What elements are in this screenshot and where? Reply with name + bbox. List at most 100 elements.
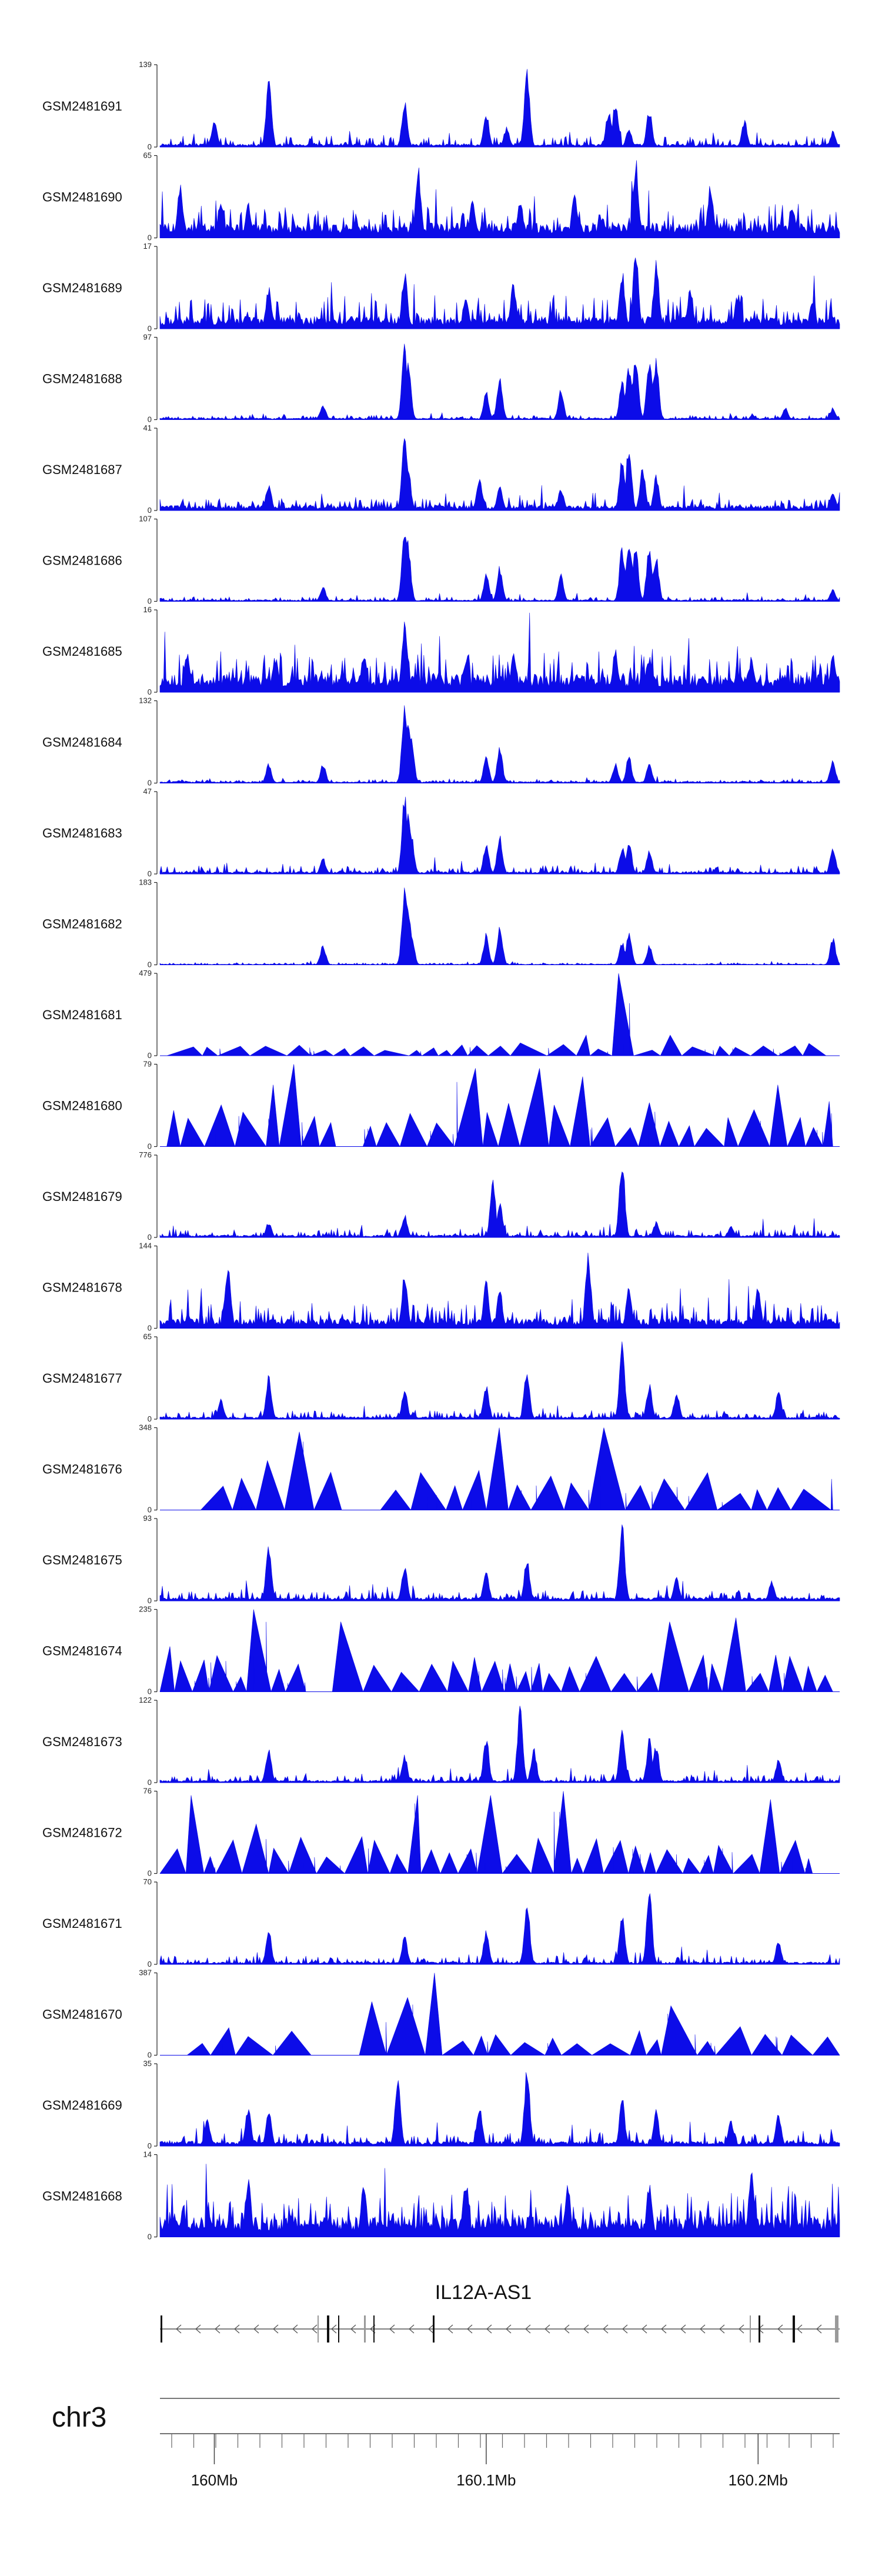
- signal-GSM2481682: [159, 887, 840, 965]
- y-tick-label-max: 16: [143, 605, 152, 614]
- strand-arrow: [777, 2324, 783, 2334]
- strand-arrow: [642, 2324, 647, 2334]
- track-GSM2481691: GSM2481691 139 0: [42, 60, 840, 151]
- y-tick-label-max: 776: [139, 1150, 152, 1159]
- y-tick-label-max: 183: [139, 878, 152, 887]
- y-tick-label-max: 41: [143, 423, 152, 432]
- track-GSM2481677: GSM2481677 65 0: [42, 1332, 840, 1423]
- y-tick-label-max: 107: [139, 515, 152, 523]
- signal-GSM2481676: [200, 1427, 833, 1510]
- strand-arrow: [506, 2324, 512, 2334]
- y-tick-label-max: 97: [143, 333, 152, 342]
- track-label: GSM2481679: [42, 1189, 122, 1204]
- gene-annotation-track: IL12A-AS1: [160, 2281, 840, 2343]
- exon: [338, 2315, 339, 2343]
- exon: [327, 2315, 329, 2343]
- y-tick-label-zero: 0: [148, 1778, 152, 1787]
- track-label: GSM2481671: [42, 1916, 122, 1931]
- exon: [433, 2315, 435, 2343]
- y-tick-label-max: 93: [143, 1514, 152, 1523]
- y-tick-label-max: 479: [139, 969, 152, 977]
- y-tick-label-zero: 0: [148, 1687, 152, 1696]
- signal-GSM2481686: [159, 536, 840, 602]
- y-tick-label-max: 79: [143, 1060, 152, 1069]
- track-label: GSM2481678: [42, 1280, 122, 1295]
- track-GSM2481681: GSM2481681 479 0: [42, 969, 840, 1060]
- track-label: GSM2481669: [42, 2098, 122, 2113]
- strand-arrow: [253, 2324, 259, 2334]
- y-tick-label-zero: 0: [148, 233, 152, 242]
- track-label: GSM2481690: [42, 190, 122, 205]
- y-tick-label-zero: 0: [148, 1233, 152, 1242]
- strand-arrow: [389, 2324, 395, 2334]
- y-tick-label-zero: 0: [148, 415, 152, 424]
- strand-arrow: [467, 2324, 473, 2334]
- exon: [793, 2315, 795, 2343]
- track-label: GSM2481677: [42, 1371, 122, 1386]
- strand-arrow: [564, 2324, 570, 2334]
- y-tick-label-zero: 0: [148, 1324, 152, 1333]
- y-tick-label-max: 235: [139, 1605, 152, 1614]
- y-tick-label-max: 14: [143, 2150, 152, 2159]
- track-label: GSM2481680: [42, 1099, 122, 1113]
- signal-GSM2481671: [159, 1893, 840, 1965]
- track-label: GSM2481685: [42, 644, 122, 659]
- strand-arrow: [273, 2324, 279, 2334]
- y-tick-label-zero: 0: [148, 142, 152, 151]
- signal-GSM2481674: [159, 1609, 833, 1692]
- major-ticks: 160Mb 160.1Mb 160.2Mb: [191, 2434, 788, 2489]
- y-tick-label-zero: 0: [148, 1414, 152, 1423]
- genomic-axis: 160Mb 160.1Mb 160.2Mb: [160, 2433, 840, 2489]
- exon: [364, 2315, 366, 2343]
- track-GSM2481687: GSM2481687 41 0: [42, 423, 840, 515]
- track-GSM2481670: GSM2481670 387 0: [42, 1968, 840, 2060]
- y-tick-label-zero: 0: [148, 1960, 152, 1968]
- signal-GSM2481691: [159, 69, 840, 148]
- strand-arrows: [176, 2324, 822, 2334]
- y-tick-label-max: 348: [139, 1423, 152, 1432]
- y-tick-label-max: 70: [143, 1877, 152, 1886]
- track-label: GSM2481682: [42, 917, 122, 932]
- x-tick-label: 160.2Mb: [729, 2471, 788, 2489]
- signal-GSM2481679: [159, 1171, 840, 1238]
- y-tick-label-max: 387: [139, 1968, 152, 1977]
- signal-GSM2481685: [159, 612, 840, 693]
- track-GSM2481672: GSM2481672 76 0: [42, 1787, 840, 1878]
- y-tick-label-max: 65: [143, 1332, 152, 1341]
- track-label: GSM2481688: [42, 372, 122, 386]
- track-GSM2481678: GSM2481678 144 0: [42, 1242, 840, 1333]
- y-tick-label-zero: 0: [148, 2051, 152, 2060]
- exon: [759, 2315, 760, 2343]
- signal-GSM2481669: [159, 2072, 840, 2147]
- signal-GSM2481688: [159, 343, 840, 420]
- signal-GSM2481683: [159, 796, 840, 875]
- exon: [750, 2315, 751, 2343]
- y-tick-label-max: 139: [139, 60, 152, 69]
- y-tick-label-max: 144: [139, 1242, 152, 1250]
- track-GSM2481676: GSM2481676 348 0: [42, 1423, 840, 1514]
- x-tick-label: 160.1Mb: [456, 2471, 516, 2489]
- strand-arrow: [486, 2324, 492, 2334]
- signal-GSM2481684: [159, 705, 840, 783]
- strand-arrow: [525, 2324, 531, 2334]
- signal-tracks: GSM24816911390GSM2481690650GSM2481689170…: [42, 60, 840, 2241]
- track-label: GSM2481670: [42, 2007, 122, 2022]
- strand-arrow: [700, 2324, 706, 2334]
- track-label: GSM2481674: [42, 1644, 122, 1659]
- track-label: GSM2481686: [42, 553, 122, 568]
- track-label: GSM2481683: [42, 826, 122, 840]
- strand-arrow: [622, 2324, 628, 2334]
- signal-GSM2481678: [159, 1252, 840, 1329]
- strand-arrow: [350, 2324, 356, 2334]
- y-tick-label-zero: 0: [148, 1869, 152, 1878]
- signal-GSM2481673: [159, 1706, 840, 1783]
- strand-arrow: [583, 2324, 589, 2334]
- chromosome-label: chr3: [52, 2402, 106, 2433]
- track-GSM2481688: GSM2481688 97 0: [42, 333, 840, 424]
- strand-arrow: [544, 2324, 550, 2334]
- exon: [373, 2315, 375, 2343]
- track-GSM2481686: GSM2481686 107 0: [42, 515, 840, 606]
- strand-arrow: [428, 2324, 434, 2334]
- track-GSM2481671: GSM2481671 70 0: [42, 1877, 840, 1968]
